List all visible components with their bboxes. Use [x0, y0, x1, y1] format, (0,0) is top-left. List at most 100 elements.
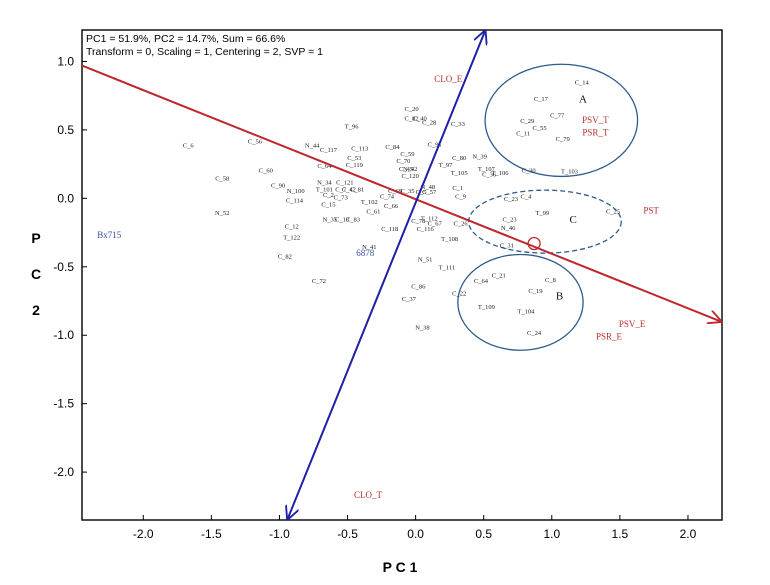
genotype-point: N_100	[287, 188, 305, 195]
genotype-point: N_51	[418, 256, 432, 263]
genotype-point: C_73	[334, 195, 348, 202]
genotype-point: C_61	[366, 208, 380, 215]
genotype-point: C_72	[312, 278, 326, 285]
genotype-point: C_29	[520, 118, 534, 125]
genotype-point: C_20	[404, 106, 418, 113]
plot-area: A C B C_14 C_17 C_77 C_29C_55C_11 C_79 C_20 C_82 C…	[82, 31, 721, 519]
genotype-point: C_36	[482, 171, 497, 178]
chart-title-line-1: PC1 = 51.9%, PC2 = 14.7%, Sum = 66.6%	[86, 33, 285, 45]
genotype-point: C_4	[520, 193, 532, 200]
y-tick-label: 0.5	[57, 123, 74, 137]
y-tick-label: 0.0	[57, 191, 74, 205]
genotype-point: N_52	[215, 210, 229, 217]
environment-label: CLO_E	[434, 74, 463, 84]
genotype-point: T_109	[478, 304, 495, 311]
genotype-point: C_23	[503, 217, 517, 224]
x-tick-label: 0.5	[475, 527, 492, 541]
genotype-point: T_97	[439, 162, 453, 169]
genotype-point: C_60	[259, 167, 273, 174]
genotype-point: C_120	[401, 173, 418, 180]
genotype-point: C_28	[422, 119, 436, 126]
y-tick-label: -1.0	[53, 328, 74, 342]
genotype-point: C_77	[550, 113, 565, 120]
genotype-point: C_2	[323, 192, 334, 199]
genotype-point: C_6	[183, 143, 195, 150]
y-tick-label: -0.5	[53, 260, 74, 274]
genotype-point: C_82	[278, 254, 292, 261]
y-tick-label: 1.0	[57, 54, 74, 68]
genotype-point: C_33	[451, 121, 465, 128]
genotype-point: C_58	[215, 176, 229, 183]
genotype-point: C_25	[606, 208, 620, 215]
y-axis: 1.0 0.5 0.0 -0.5 -1.0 -1.5 -2.0	[53, 54, 87, 479]
genotype-point: C_37	[402, 296, 417, 303]
x-tick-label: -1.0	[269, 527, 290, 541]
genotype-point: C_116	[417, 226, 435, 233]
genotype-point: T_106	[492, 170, 510, 177]
cluster-ellipse-b	[457, 253, 584, 351]
genotype-point: T_104	[517, 308, 535, 315]
genotype-point: C_66	[384, 203, 399, 210]
genotype-point: T_105	[451, 170, 468, 177]
genotype-point: C_117	[320, 147, 338, 154]
genotype-point: T_99	[535, 210, 549, 217]
genotype-point: C_114	[286, 197, 304, 204]
genotype-point: T_96	[345, 124, 359, 131]
genotype-point: C_55	[532, 125, 546, 132]
average-environment-axis	[82, 64, 721, 322]
genotype-point: C_14	[575, 80, 590, 87]
genotype-point: T_103	[561, 169, 578, 176]
genotype-point: C_26	[454, 221, 469, 228]
genotype-point: C_79	[556, 136, 570, 143]
environment-label: PST	[643, 205, 659, 215]
genotype-point: C_12	[285, 223, 299, 230]
genotype-point: C_30	[522, 167, 536, 174]
environment-label: CLO_T	[354, 490, 383, 500]
genotype-point: C_74	[380, 193, 395, 200]
genotype-point: T_111	[439, 265, 456, 272]
genotype-point: C_8	[545, 277, 556, 284]
genotype-point: T_108	[441, 236, 458, 243]
genotype-point: C_80	[452, 155, 466, 162]
genotype-point: C_57	[422, 189, 437, 196]
genotype-point: C_23	[504, 196, 518, 203]
ordinate-axis	[288, 31, 485, 519]
x-axis: -2.0 -1.5 -1.0 -0.5 0.0 0.5 1.0 1.5 2.0	[133, 515, 697, 541]
genotype-point: C_84	[385, 144, 400, 151]
genotype-point: N_39	[472, 154, 486, 161]
genotype-point: C_56	[248, 139, 263, 146]
genotype-point: N_38	[415, 325, 429, 332]
environment-label: 6878	[356, 248, 375, 258]
genotype-point: C_9	[455, 193, 466, 200]
environment-label: PSV_E	[619, 319, 646, 329]
genotype-point: C_70	[396, 158, 410, 165]
genotype-point: C_31	[500, 243, 514, 250]
environment-label: PSR_E	[596, 331, 623, 341]
genotype-point: C_11	[516, 130, 530, 137]
x-tick-label: 1.0	[543, 527, 560, 541]
cluster-label-b: B	[556, 291, 563, 303]
genotype-point: C_1	[452, 185, 463, 192]
x-axis-title: P C 1	[383, 559, 418, 575]
genotype-point: C_113	[351, 145, 368, 152]
genotype-point: C_17	[534, 96, 549, 103]
x-tick-label: -2.0	[133, 527, 154, 541]
genotype-point: C_86	[411, 284, 426, 291]
x-tick-label: -1.5	[201, 527, 222, 541]
x-tick-label: 2.0	[680, 527, 697, 541]
cluster-label-c: C	[569, 214, 576, 226]
genotype-point: C_24	[527, 330, 542, 337]
genotype-point: T_102	[361, 199, 378, 206]
genotype-point: C_15	[321, 202, 335, 209]
environment-label: PSV_T	[582, 115, 609, 125]
y-tick-label: -1.5	[53, 397, 74, 411]
environment-label: Bx715	[97, 230, 122, 240]
cluster-ellipse-a	[484, 63, 639, 178]
genotype-point: C_19	[528, 288, 542, 295]
cluster-ellipse-c	[468, 189, 622, 254]
genotype-point: N_44	[305, 143, 320, 150]
environment-label: PSR_T	[582, 127, 609, 137]
x-tick-label: 0.0	[407, 527, 424, 541]
